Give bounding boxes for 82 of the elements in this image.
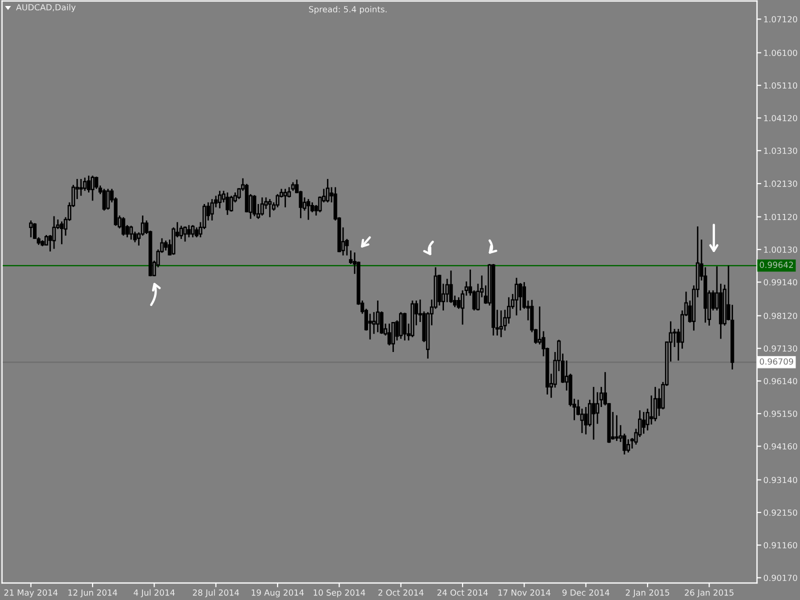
x-tick-label: 28 Jul 2014 — [192, 589, 240, 598]
candlestick — [306, 198, 310, 221]
candlestick — [260, 196, 264, 216]
y-tick-label: 1.03130 — [764, 148, 798, 154]
candlestick — [86, 174, 91, 194]
candlestick — [226, 192, 230, 216]
candlestick — [657, 388, 661, 417]
candlestick — [29, 220, 33, 238]
candlestick — [614, 414, 619, 442]
candlestick — [283, 188, 288, 208]
candlestick — [268, 198, 272, 218]
ref-line-label: 0.96709 — [760, 358, 794, 365]
x-tick-label: 21 May 2014 — [4, 589, 58, 598]
candlestick — [106, 188, 110, 210]
y-tick-label: 0.97130 — [764, 345, 798, 352]
candlestick — [179, 225, 184, 240]
annotation: Spread: 5.4 points. — [309, 6, 387, 14]
candlestick — [164, 240, 168, 252]
x-tick-label: 12 Jun 2014 — [68, 589, 118, 598]
x-tick-label: 2 Oct 2014 — [378, 589, 424, 596]
candlestick — [229, 195, 234, 212]
candlestick — [79, 178, 83, 196]
candlestick — [190, 224, 195, 238]
y-tick-label: 0.96140 — [764, 378, 798, 384]
y-tick-label: 1.02130 — [764, 180, 798, 187]
candlestick — [499, 310, 503, 338]
y-tick-label: 1.00130 — [764, 246, 798, 253]
x-tick-label: 9 Dec 2014 — [562, 589, 610, 596]
candlestick — [60, 220, 64, 245]
candlestick — [187, 224, 191, 238]
x-tick-label: 17 Nov 2014 — [498, 589, 550, 596]
candlestick — [592, 386, 596, 440]
candlestick — [276, 193, 280, 208]
y-tick-label: 0.91160 — [764, 542, 798, 548]
candlestick — [449, 270, 453, 304]
candlestick — [122, 216, 126, 236]
y-tick-label: 0.99140 — [764, 279, 798, 286]
candlestick — [326, 178, 330, 204]
y-tick-label: 0.95150 — [764, 410, 798, 417]
y-tick-label: 1.04120 — [764, 114, 798, 122]
candlestick — [252, 194, 256, 217]
candlestick — [376, 300, 380, 333]
candlestick — [596, 391, 600, 425]
candlestick — [52, 216, 56, 250]
y-tick-label: 0.90170 — [764, 574, 798, 582]
y-tick-label: 1.06100 — [764, 50, 798, 56]
candlestick — [402, 312, 407, 342]
y-tick-label: 1.07120 — [764, 16, 798, 22]
x-tick-label: 2 Jan 2015 — [626, 589, 670, 598]
y-tick-label: 0.92150 — [764, 509, 798, 516]
y-tick-label: 1.01120 — [764, 214, 798, 220]
x-tick-label: 26 Jan 2015 — [684, 589, 734, 598]
candlestick — [391, 321, 395, 353]
y-tick-label: 0.94160 — [764, 443, 798, 450]
y-tick-label: 0.93140 — [764, 476, 798, 484]
ref-line-label: 0.99642 — [760, 262, 793, 268]
candlestick — [626, 438, 630, 454]
candlestick — [514, 277, 518, 316]
candlestick — [183, 226, 187, 242]
candlestick — [388, 322, 392, 346]
x-tick-label: 24 Oct 2014 — [437, 589, 488, 596]
candlestick — [456, 296, 461, 310]
y-tick-label: 1.05110 — [764, 82, 798, 89]
candlestick — [653, 386, 658, 422]
candlestick — [218, 190, 222, 209]
chart-title: AUDCAD,Daily — [16, 4, 76, 12]
candlestick — [368, 313, 372, 340]
candlestick — [399, 311, 403, 340]
candlestick — [129, 225, 133, 240]
candlestick — [650, 394, 654, 426]
candlestick — [210, 198, 214, 222]
x-tick-label: 4 Jul 2014 — [134, 589, 175, 598]
y-tick-label: 0.98120 — [764, 312, 798, 320]
x-tick-label: 19 Aug 2014 — [252, 589, 304, 598]
candlestick — [94, 176, 98, 190]
candlestick — [538, 306, 542, 346]
candlestick — [102, 188, 106, 212]
x-tick-label: 10 Sep 2014 — [314, 589, 366, 598]
candlestick — [83, 176, 87, 192]
candlestick — [518, 282, 522, 312]
candlestick — [642, 411, 646, 434]
candlestick — [90, 174, 94, 202]
